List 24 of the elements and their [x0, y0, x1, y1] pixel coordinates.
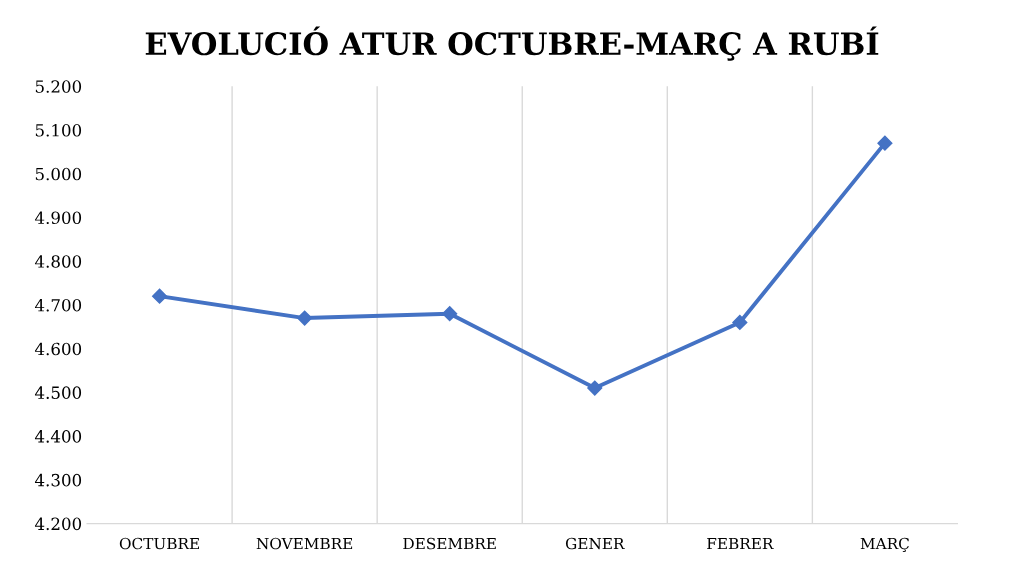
y-tick-label: 4.500 — [34, 386, 82, 399]
point — [732, 314, 748, 331]
y-tick-label: 4.200 — [34, 517, 82, 531]
chart-title: EVOLUCIÓ ATUR OCTUBRE-MARÇ A RUBÍ — [145, 26, 879, 61]
y-tick-label: 5.200 — [35, 80, 82, 93]
y-tick-label: 4.300 — [34, 473, 82, 487]
x-tick-label: DESEMBRE — [403, 537, 496, 550]
x-tick-label: OCTUBRE — [119, 537, 199, 550]
point — [297, 310, 313, 326]
point — [877, 135, 893, 151]
point — [442, 306, 458, 322]
y-tick-label: 5.100 — [35, 123, 82, 137]
y-tick-label: 4.700 — [34, 298, 82, 312]
x-tick-label: GENER — [565, 537, 625, 550]
y-tick-label: 4.400 — [34, 430, 82, 443]
y-tick-label: 5.000 — [35, 167, 82, 181]
y-tick-label: 4.600 — [34, 342, 82, 356]
x-tick-label: FEBRER — [707, 537, 774, 550]
point — [152, 288, 168, 304]
y-tick-label: 4.800 — [34, 255, 82, 268]
x-tick-label: NOVEMBRE — [256, 537, 353, 550]
point — [587, 380, 603, 396]
y-tick-label: 4.900 — [34, 211, 82, 225]
x-tick-label: MARÇ — [860, 537, 909, 553]
